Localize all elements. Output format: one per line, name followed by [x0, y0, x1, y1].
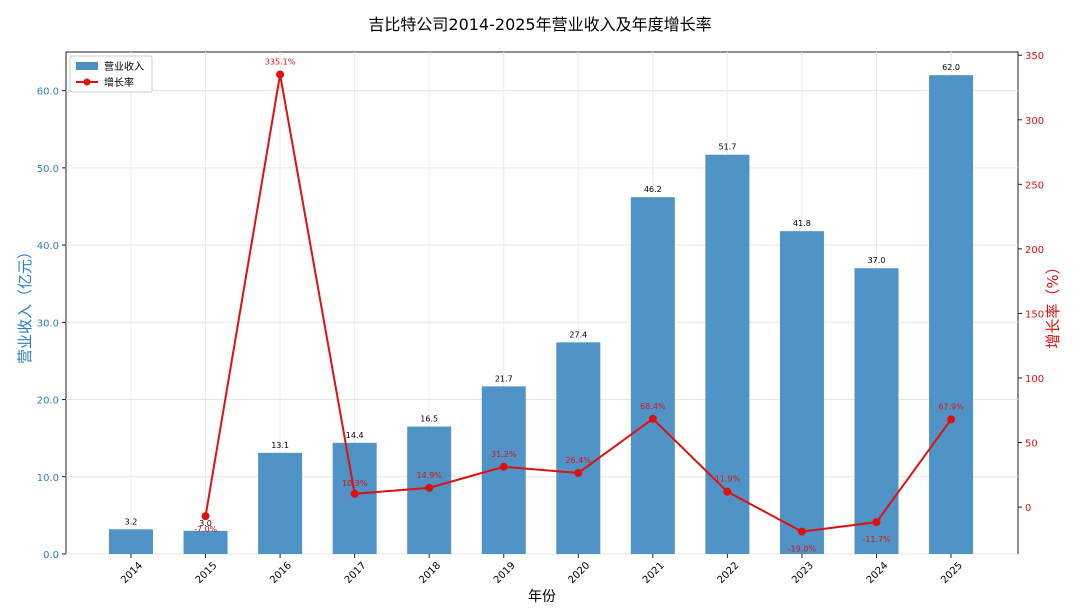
growth-value-label: 10.3% [342, 479, 368, 488]
y-left-tick-label: 10.0 [37, 473, 59, 484]
x-tick-label: 2015 [194, 560, 220, 586]
x-tick-label: 2018 [417, 560, 443, 586]
growth-point [574, 468, 583, 477]
bar-value-label: 46.2 [644, 185, 662, 194]
y-left-tick-label: 30.0 [37, 318, 59, 329]
x-tick-label: 2021 [641, 560, 667, 586]
y-right-tick-label: 250 [1025, 180, 1044, 191]
y-axis-right-label: 增长率（%） [1044, 259, 1062, 348]
x-tick-label: 2017 [343, 560, 369, 586]
line-layer [201, 70, 956, 536]
bar-value-label: 62.0 [942, 63, 960, 72]
growth-point [201, 512, 210, 521]
growth-value-label: 14.9% [416, 471, 442, 480]
bar-value-label: 51.7 [718, 143, 736, 152]
label-layer: 3.2 3.0 13.1 14.4 16.5 21.7 27.4 46.2 51.7 41.8 37… [125, 57, 965, 553]
y-right-tick-label: 200 [1025, 245, 1044, 256]
bar-value-label: 27.4 [569, 330, 587, 339]
y-left-tick-label: 60.0 [37, 87, 59, 98]
bar-revenue [779, 231, 824, 554]
growth-value-label: 31.2% [491, 450, 517, 459]
growth-point [350, 489, 359, 498]
bar-revenue [332, 442, 377, 554]
growth-value-label: -11.7% [862, 535, 891, 544]
bar-value-label: 37.0 [868, 256, 886, 265]
growth-point [648, 414, 657, 423]
x-tick-label: 2014 [119, 560, 145, 586]
chart-title: 吉比特公司2014-2025年营业收入及年度增长率 [368, 15, 711, 34]
growth-value-label: 335.1% [265, 57, 296, 66]
bar-revenue [854, 268, 899, 554]
growth-point [499, 462, 508, 471]
x-tick-label: 2022 [716, 560, 742, 586]
y-right-tick-label: 50 [1025, 439, 1038, 450]
y-right-tick-label: 150 [1025, 309, 1044, 320]
bar-revenue [258, 452, 303, 554]
growth-point [797, 527, 806, 536]
legend-bar-label: 营业收入 [104, 60, 144, 73]
legend-line-marker [83, 78, 91, 86]
bar-value-label: 16.5 [420, 415, 438, 424]
bar-revenue [183, 530, 228, 554]
y-right-tick-label: 300 [1025, 116, 1044, 127]
growth-point [872, 518, 881, 527]
growth-point [723, 487, 732, 496]
growth-value-label: 67.9% [938, 402, 964, 411]
legend-bar-swatch [76, 62, 98, 70]
y-axis-left-label: 营业收入（亿元） [16, 244, 34, 364]
bar-layer [109, 75, 974, 555]
bar-revenue [630, 197, 675, 554]
bar-revenue [556, 342, 601, 554]
growth-value-label: -19.0% [788, 545, 817, 554]
bar-revenue [929, 75, 974, 555]
y-left-tick-label: 40.0 [37, 241, 59, 252]
growth-value-label: 26.4% [566, 456, 592, 465]
legend-line-label: 增长率 [104, 76, 134, 89]
growth-value-label: 11.9% [715, 475, 741, 484]
bar-value-label: 41.8 [793, 219, 811, 228]
y-right-tick-label: 0 [1025, 503, 1031, 514]
growth-point [276, 70, 285, 79]
bar-value-label: 13.1 [271, 441, 289, 450]
x-tick-label: 2019 [492, 560, 518, 586]
growth-value-label: -7.0% [194, 525, 218, 534]
x-tick-label: 2024 [865, 560, 891, 586]
legend: 营业收入 增长率 [69, 55, 153, 93]
x-tick-label: 2020 [566, 560, 592, 586]
growth-value-label: 68.4% [640, 402, 666, 411]
bar-value-label: 14.4 [346, 431, 364, 440]
growth-point [425, 483, 434, 492]
y-left-tick-label: 20.0 [37, 396, 59, 407]
x-tick-label: 2016 [268, 560, 294, 586]
y-right-tick-label: 350 [1025, 51, 1044, 62]
y-left-tick-label: 50.0 [37, 164, 59, 175]
bar-value-label: 3.2 [125, 517, 138, 526]
bar-revenue [705, 154, 750, 554]
growth-point [947, 415, 956, 424]
bar-value-label: 21.7 [495, 374, 513, 383]
x-axis-label: 年份 [528, 589, 556, 605]
y-right-tick-label: 100 [1025, 374, 1044, 385]
x-tick-label: 2025 [939, 560, 965, 586]
bar-value-label: 3.0 [199, 519, 212, 528]
bar-revenue [109, 529, 153, 554]
x-tick-label: 2023 [790, 560, 816, 586]
y-left-tick-label: 0.0 [43, 550, 59, 561]
